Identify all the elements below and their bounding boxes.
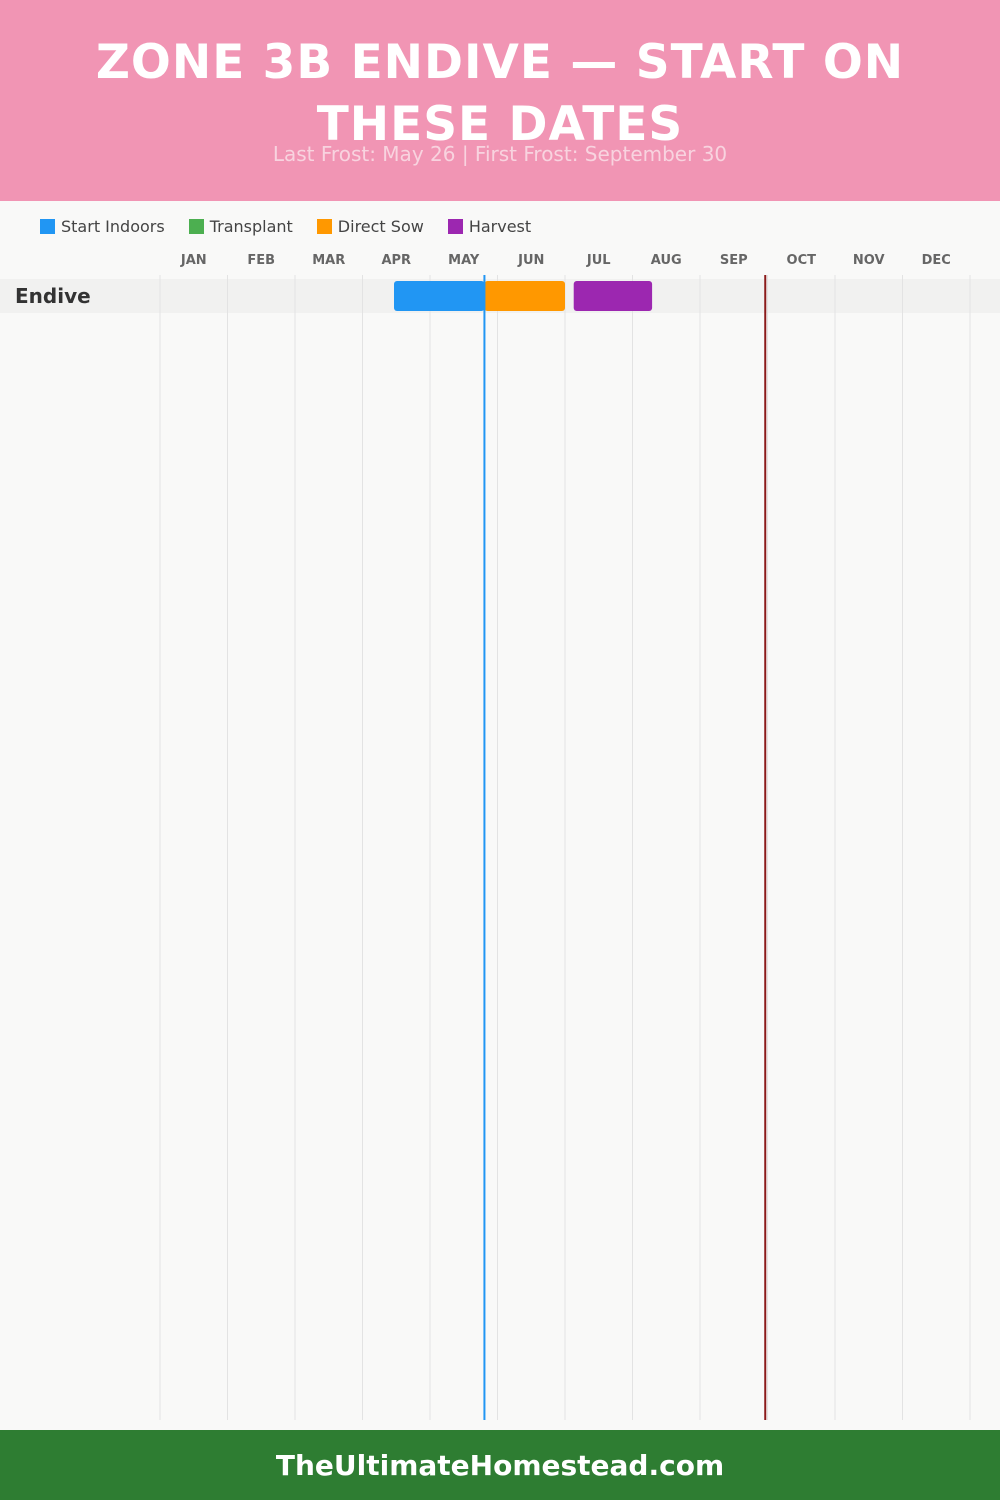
legend: Start Indoors Transplant Direct Sow Harv… — [40, 214, 555, 238]
month-label-feb: FEB — [247, 253, 275, 268]
legend-item-start-indoors: Start Indoors — [40, 217, 165, 236]
legend-swatch-direct-sow — [316, 218, 332, 234]
site-url[interactable]: TheUltimateHomestead.com — [275, 1448, 725, 1482]
frost-dates-subtitle: Last Frost: May 26 | First Frost: Septem… — [272, 142, 728, 166]
header-banner: ZONE 3B ENDIVE — START ON THESE DATES La… — [0, 0, 1000, 201]
legend-item-harvest: Harvest — [447, 216, 532, 236]
legend-item-transplant: Transplant — [188, 216, 293, 236]
bar-direct-sow — [484, 281, 565, 311]
month-label-oct: OCT — [787, 253, 817, 268]
footer-banner: TheUltimateHomestead.com — [0, 1430, 1000, 1500]
planting-calendar-chart: JAN FEB MAR APR MAY JUN JUL AUG SEP OCT NOV DEC Endi… — [0, 253, 1000, 1420]
bar-harvest — [573, 281, 653, 311]
legend-label-harvest: Harvest — [468, 216, 532, 236]
legend-swatch-start-indoors — [40, 218, 55, 234]
month-label-sep: SEP — [720, 253, 748, 268]
month-label-may: MAY — [448, 253, 480, 268]
month-label-dec: DEC — [922, 253, 951, 268]
month-label-mar: MAR — [312, 253, 345, 268]
legend-swatch-transplant — [188, 218, 204, 234]
month-label-jan: JAN — [180, 253, 207, 268]
legend-label-start-indoors: Start Indoors — [61, 216, 165, 236]
legend-label-transplant: Transplant — [209, 216, 293, 236]
month-label-jun: JUN — [517, 253, 544, 268]
month-label-jul: JUL — [586, 253, 611, 268]
month-label-apr: APR — [381, 253, 411, 268]
month-label-nov: NOV — [853, 253, 885, 268]
month-label-aug: AUG — [651, 253, 682, 268]
row-label: Endive — [15, 284, 91, 308]
legend-item-direct-sow: Direct Sow — [316, 216, 424, 236]
legend-swatch-harvest — [447, 218, 463, 234]
legend-label-direct-sow: Direct Sow — [337, 216, 424, 236]
page-title: ZONE 3B ENDIVE — START ON THESE DATES — [95, 35, 905, 152]
bar-start-indoors — [394, 281, 485, 311]
